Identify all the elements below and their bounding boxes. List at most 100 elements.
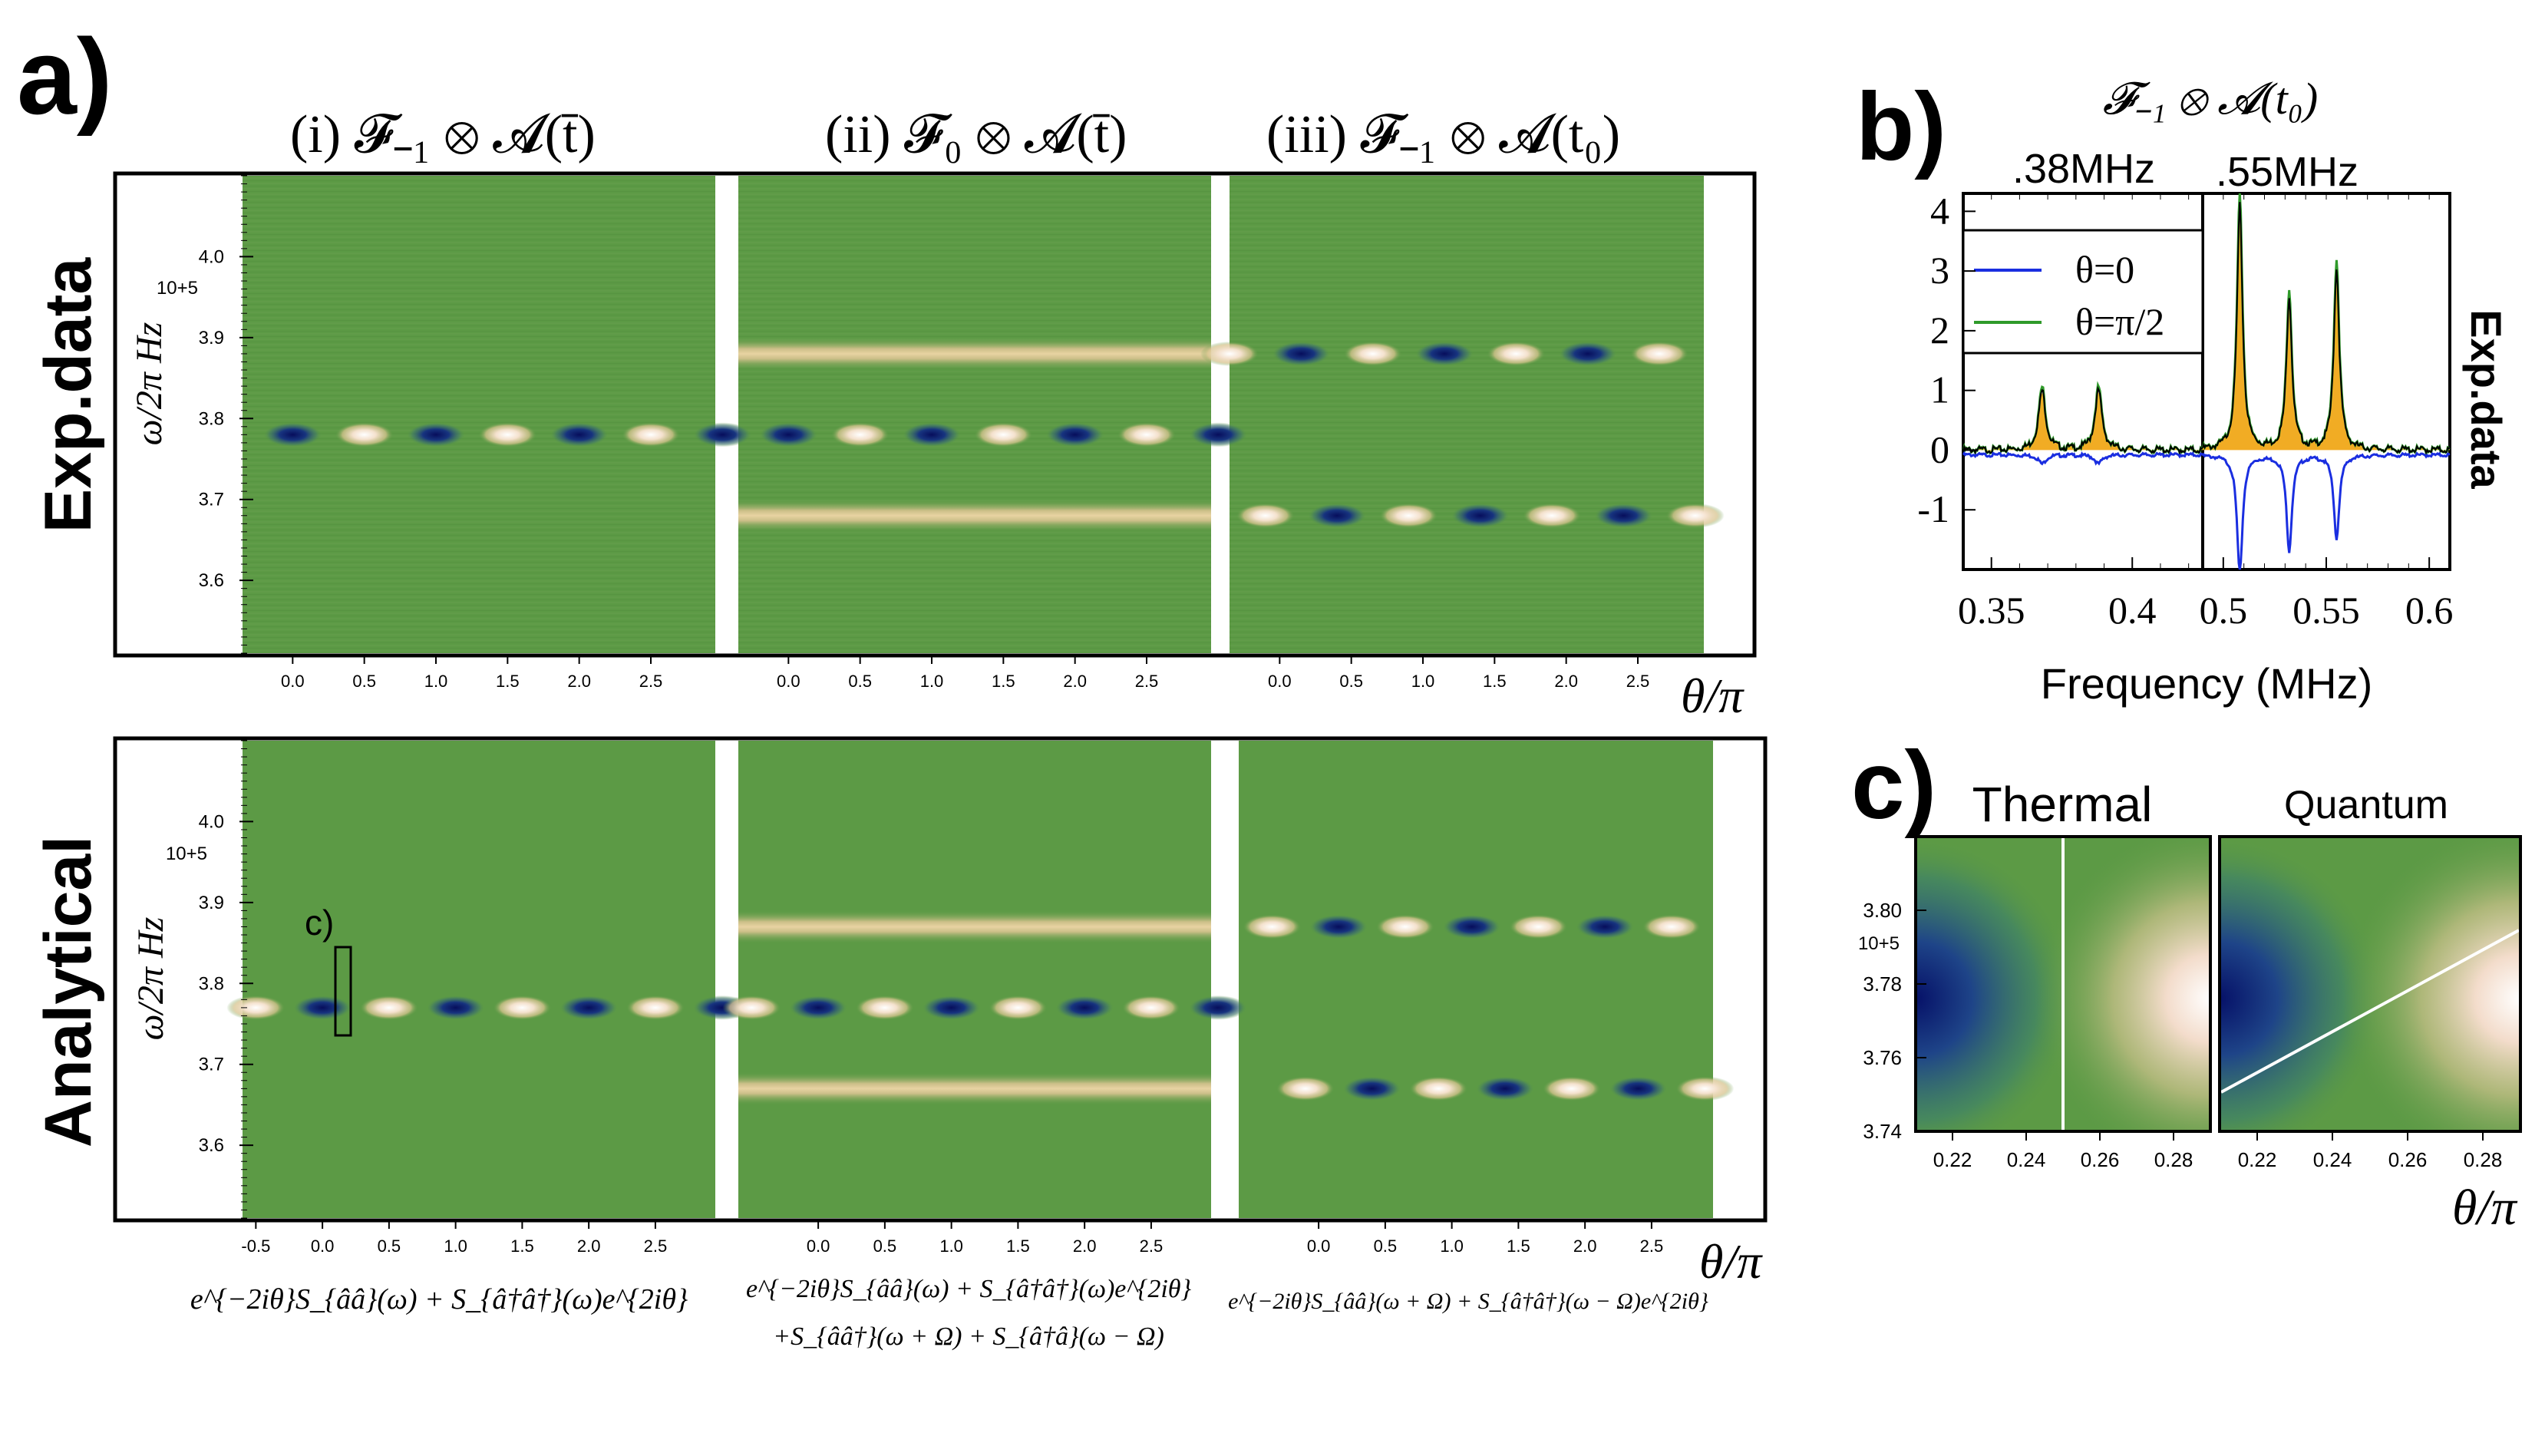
c-title-thermal: Thermal [1972, 777, 2153, 832]
panel-a-exp: (i) 𝓕₋₁ ⊗ 𝓐(t̄) (ii) 𝓕₀ ⊗ 𝓐(t̄) (iii) 𝓕₋… [113, 105, 1757, 723]
c-y-exponent: 10+5 [1858, 933, 1900, 954]
panel-c: Thermal Quantum 3.80 3.78 3.76 3.74 0.22 0.24… [1858, 777, 2522, 1236]
peak-negative [1451, 503, 1510, 528]
exp-x-label: θ/π [1681, 669, 1745, 723]
peak-positive [1375, 914, 1434, 939]
peak-positive [1121, 995, 1180, 1020]
inset-c-marker[interactable] [334, 946, 352, 1037]
b-subtitle-left: .38MHz [2012, 146, 2155, 192]
peak-positive [1630, 341, 1688, 366]
b-legend-label-blue: θ=0 [2075, 248, 2134, 291]
subpanel-title-ii: (ii) 𝓕₀ ⊗ 𝓐(t̄) [825, 105, 1127, 164]
formula-ii-line1: e^{−2iθ}S_{ââ}(ω) + S_{â†â†}(ω)e^{2iθ} [746, 1275, 1192, 1303]
y-tick-label: 0 [1930, 428, 1949, 470]
x-tick-label: 0.26 [2081, 1148, 2120, 1171]
x-tick-label: 0.28 [2154, 1148, 2193, 1171]
exp-y-label: ω/2π Hz [129, 322, 170, 445]
cream-band [738, 498, 1211, 533]
x-tick-label: 1.5 [496, 672, 520, 691]
x-tick-label: 0.28 [2464, 1148, 2503, 1171]
x-tick-label: 2.0 [1573, 1236, 1597, 1256]
x-tick-label: 2.5 [1626, 672, 1650, 691]
x-tick-label: 0.0 [1307, 1236, 1331, 1256]
x-tick-label: 0.5 [848, 672, 872, 691]
x-tick-label: -0.5 [241, 1236, 270, 1256]
analytical-y-label: ω/2π Hz [130, 916, 171, 1040]
x-tick-label: 0.0 [281, 672, 305, 691]
x-tick-label: 2.5 [644, 1236, 668, 1256]
b-title: 𝓕₋₁ ⊗ 𝓐(t₀) [2103, 74, 2318, 124]
trace-black [2202, 202, 2451, 455]
peak-negative [1189, 422, 1248, 447]
x-tick-label: 0.5 [1339, 672, 1363, 691]
y-tick-label: 3.74 [1863, 1120, 1902, 1143]
peak-negative [1442, 914, 1501, 939]
x-tick-label: 0.5 [352, 672, 376, 691]
exp-heatmap-i [243, 176, 715, 653]
x-tick-label: 1.0 [424, 672, 448, 691]
x-tick-label: 1.5 [510, 1236, 534, 1256]
trace-blue [2201, 451, 2451, 570]
peak-negative [1188, 995, 1247, 1020]
peak-negative [407, 422, 465, 447]
peak-positive [478, 422, 537, 447]
c-quantum-frame [2218, 835, 2522, 1133]
b-legend: θ=0 θ=π/2 [1962, 229, 2204, 355]
peak-positive [1509, 914, 1568, 939]
analytical-outer-frame [113, 736, 1768, 1223]
peak-negative [1476, 1076, 1535, 1101]
x-tick-label: 1.0 [939, 1236, 963, 1256]
x-tick-label: 2.5 [639, 672, 663, 691]
analytical-x-label: θ/π [1699, 1234, 1763, 1289]
x-tick-label: 1.5 [992, 672, 1015, 691]
subpanel-title-iii: (iii) 𝓕₋₁ ⊗ 𝓐(t₀) [1266, 105, 1620, 164]
peak-positive [722, 995, 781, 1020]
y-tick-label: 3.6 [199, 1135, 224, 1156]
peak-positive [359, 995, 418, 1020]
panel-label-b: b) [1856, 74, 1946, 180]
analytical-heatmap-iii [1239, 741, 1713, 1218]
y-tick-label: 3.6 [199, 570, 224, 591]
trace-black [1962, 385, 2203, 456]
peak-positive [1542, 1076, 1601, 1101]
y-tick-label: 3 [1930, 249, 1949, 292]
x-tick-label: 0.6 [2405, 589, 2454, 632]
formula-ii-line2: +S_{ââ†}(ω + Ω) + S_{â†â}(ω − Ω) [773, 1322, 1164, 1351]
inset-c-label: c) [305, 903, 334, 943]
x-tick-label: 2.0 [577, 1236, 601, 1256]
exp-outer-frame [113, 171, 1757, 658]
panel-b: 𝓕₋₁ ⊗ 𝓐(t₀) .38MHz .55MHz θ=0 θ=π/2 0.35… [1917, 74, 2510, 708]
x-tick-label: 0.5 [873, 1236, 897, 1256]
analytical-y-exponent: 10+5 [166, 844, 207, 864]
peak-negative [1308, 503, 1366, 528]
x-tick-label: 1.0 [1440, 1236, 1464, 1256]
x-tick-label: 0.4 [2108, 589, 2157, 632]
panel-label-a: a) [17, 16, 112, 137]
peak-positive [989, 995, 1048, 1020]
peak-positive [335, 422, 394, 447]
x-tick-label: 0.5 [1374, 1236, 1398, 1256]
y-tick-label: 3.9 [199, 328, 224, 348]
x-tick-label: 0.24 [2007, 1148, 2046, 1171]
y-tick-label: 4.0 [199, 811, 224, 832]
x-tick-label: 1.0 [1411, 672, 1435, 691]
x-tick-label: 2.5 [1135, 672, 1159, 691]
peak-positive [1409, 1076, 1468, 1101]
x-tick-label: 0.0 [1268, 672, 1292, 691]
peak-positive [1117, 422, 1176, 447]
analytical-heatmap-i [243, 741, 715, 1218]
x-tick-label: 0.55 [2292, 589, 2360, 632]
subpanel-title-i: (i) 𝓕₋₁ ⊗ 𝓐(t̄) [290, 105, 596, 164]
cream-band [738, 1071, 1211, 1106]
formula-iii: e^{−2iθ}S_{ââ}(ω + Ω) + S_{â†â†}(ω − Ω)e… [1228, 1289, 1708, 1314]
y-tick-label: -1 [1917, 487, 1949, 530]
x-tick-label: 2.0 [1554, 672, 1578, 691]
b-side-label: Exp.data [2462, 309, 2510, 489]
peak-positive [626, 995, 685, 1020]
b-legend-label-green: θ=π/2 [2075, 300, 2164, 343]
x-tick-label: 2.5 [1640, 1236, 1664, 1256]
c-quantum-divider [2220, 929, 2520, 1094]
x-tick-label: 0.0 [311, 1236, 335, 1256]
peak-positive [830, 422, 890, 447]
